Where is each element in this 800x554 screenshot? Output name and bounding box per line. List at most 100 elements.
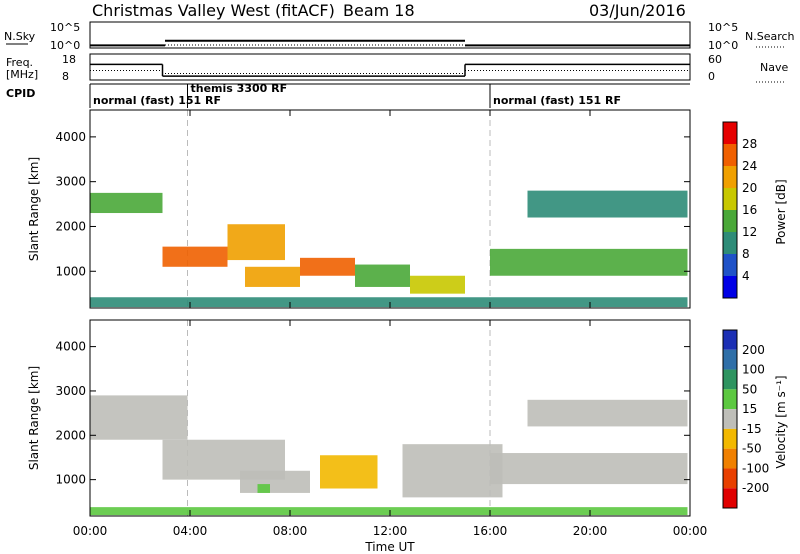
power-cbar-frame xyxy=(722,121,738,299)
nsky-panel-frame xyxy=(89,21,691,49)
power-ytick-label-2: 3000 xyxy=(55,175,86,189)
velocity-ytick-label-0: 1000 xyxy=(55,473,86,487)
velocity-colorbar: 200 100 50 15 -15 -50 -100 -200 xyxy=(722,329,769,509)
velocity-cbar-tick-3: 15 xyxy=(742,402,757,416)
power-cbar-tick-3: 16 xyxy=(742,203,757,217)
power-region-0 xyxy=(90,192,163,214)
xtick-label-6: 00:00 xyxy=(673,524,708,538)
freq-series xyxy=(90,63,690,77)
xtick-label-5: 20:00 xyxy=(573,524,608,538)
velocity-cbar-tick-4: -15 xyxy=(742,422,762,436)
power-ytick-label-1: 2000 xyxy=(55,219,86,233)
power-cbar-cell-7 xyxy=(723,276,737,298)
power-cbar-cell-1 xyxy=(723,144,737,166)
velocity-cbar-cell-8 xyxy=(723,488,737,508)
xtick-label-4: 16:00 xyxy=(473,524,508,538)
power-region-2 xyxy=(227,224,285,261)
power-colorbar-label: Power [dB] xyxy=(774,179,788,244)
date-label: 03/Jun/2016 xyxy=(589,1,686,20)
nsky-label: N.Sky xyxy=(4,30,36,43)
velocity-region-2 xyxy=(240,470,310,493)
freq-left-top: 18 xyxy=(62,53,76,66)
xtick-label-2: 08:00 xyxy=(273,524,308,538)
power-region-8 xyxy=(527,190,688,218)
power-cbar-cell-5 xyxy=(723,232,737,254)
velocity-cbar-cell-0 xyxy=(723,330,737,350)
power-cbar-tick-6: 28 xyxy=(742,137,757,151)
velocity-region-7 xyxy=(527,399,688,427)
velocity-yticks: 1000 2000 3000 4000 xyxy=(55,340,690,487)
velocity-cbar-tick-5: -50 xyxy=(742,442,762,456)
velocity-cbar-cell-6 xyxy=(723,448,737,469)
beam-label: Beam 18 xyxy=(343,1,415,20)
velocity-region-5 xyxy=(402,444,503,498)
velocity-cbar-tick-1: 100 xyxy=(742,363,765,377)
freq-panel-frame xyxy=(89,53,691,81)
velocity-ylabel: Slant Range [km] xyxy=(27,366,41,470)
cpid-segment-label-0: normal (fast) 151 RF xyxy=(93,94,221,107)
velocity-cbar-tick-2: 50 xyxy=(742,382,757,396)
velocity-ytick-label-2: 3000 xyxy=(55,384,86,398)
velocity-region-6 xyxy=(490,453,688,485)
freq-label-2: [MHz] xyxy=(6,68,38,81)
x-axis-ticks: 00:00 04:00 08:00 12:00 16:00 20:00 00:00 xyxy=(73,110,708,538)
power-cbar-cell-4 xyxy=(723,210,737,232)
velocity-region-3 xyxy=(320,455,378,489)
velocity-cbar-cell-3 xyxy=(723,389,737,410)
velocity-colorbar-label: Velocity [m s⁻¹] xyxy=(774,375,788,468)
xtick-label-1: 04:00 xyxy=(173,524,208,538)
nsky-right-top: 10^5 xyxy=(708,21,738,34)
station-title: Christmas Valley West (fitACF) xyxy=(92,1,335,20)
nsky-series xyxy=(90,39,690,47)
power-cbar-cell-0 xyxy=(723,122,737,144)
xtick-label-0: 00:00 xyxy=(73,524,108,538)
velocity-cbar-tick-6: -100 xyxy=(742,461,769,475)
velocity-region-8 xyxy=(90,507,688,516)
power-cbar-cell-3 xyxy=(723,188,737,210)
power-ylabel: Slant Range [km] xyxy=(27,157,41,261)
freq-left-bottom: 8 xyxy=(62,70,69,83)
nsky-left-top: 10^5 xyxy=(50,21,80,34)
power-region-3 xyxy=(245,266,300,287)
nsearch-label: N.Search xyxy=(745,30,795,43)
cpid-segment-label-1: themis 3300 RF xyxy=(191,82,288,95)
power-region-7 xyxy=(490,248,688,276)
cpid-segment-label-2: normal (fast) 151 RF xyxy=(493,94,621,107)
power-region-5 xyxy=(355,264,410,287)
velocity-region-4 xyxy=(257,484,270,493)
power-ytick-label-3: 4000 xyxy=(55,130,86,144)
nave-right-bottom: 0 xyxy=(708,70,715,83)
velocity-ytick-label-1: 2000 xyxy=(55,428,86,442)
velocity-cbar-cell-1 xyxy=(723,349,737,370)
power-region-9 xyxy=(90,297,688,308)
power-region-4 xyxy=(300,257,355,276)
velocity-region-0 xyxy=(90,395,188,440)
power-cbar-cell-6 xyxy=(723,254,737,276)
freq-label-1: Freq. xyxy=(6,56,33,69)
power-cbar-tick-4: 20 xyxy=(742,181,757,195)
nave-right-top: 60 xyxy=(708,53,722,66)
velocity-cbar-tick-7: -200 xyxy=(742,481,769,495)
power-cbar-tick-5: 24 xyxy=(742,159,757,173)
power-ytick-label-0: 1000 xyxy=(55,264,86,278)
nsky-right-bottom: 10^0 xyxy=(708,39,738,52)
power-cbar-tick-0: 4 xyxy=(742,269,750,283)
nsky-left-bottom: 10^0 xyxy=(50,39,80,52)
velocity-cbar-cell-2 xyxy=(723,369,737,390)
power-cbar-tick-2: 12 xyxy=(742,225,757,239)
xtick-label-3: 12:00 xyxy=(373,524,408,538)
power-cbar-tick-1: 8 xyxy=(742,247,750,261)
velocity-cbar-cell-5 xyxy=(723,428,737,449)
cpid-label: CPID xyxy=(6,87,35,100)
power-cbar-cell-2 xyxy=(723,166,737,188)
velocity-cbar-tick-0: 200 xyxy=(742,343,765,357)
velocity-heatmap xyxy=(90,320,688,516)
velocity-cbar-cell-7 xyxy=(723,468,737,489)
velocity-cbar-frame xyxy=(722,329,738,509)
velocity-cbar-cell-4 xyxy=(723,409,737,429)
power-region-1 xyxy=(162,246,228,267)
power-region-6 xyxy=(410,275,465,294)
power-yticks: 1000 2000 3000 4000 xyxy=(55,130,690,278)
